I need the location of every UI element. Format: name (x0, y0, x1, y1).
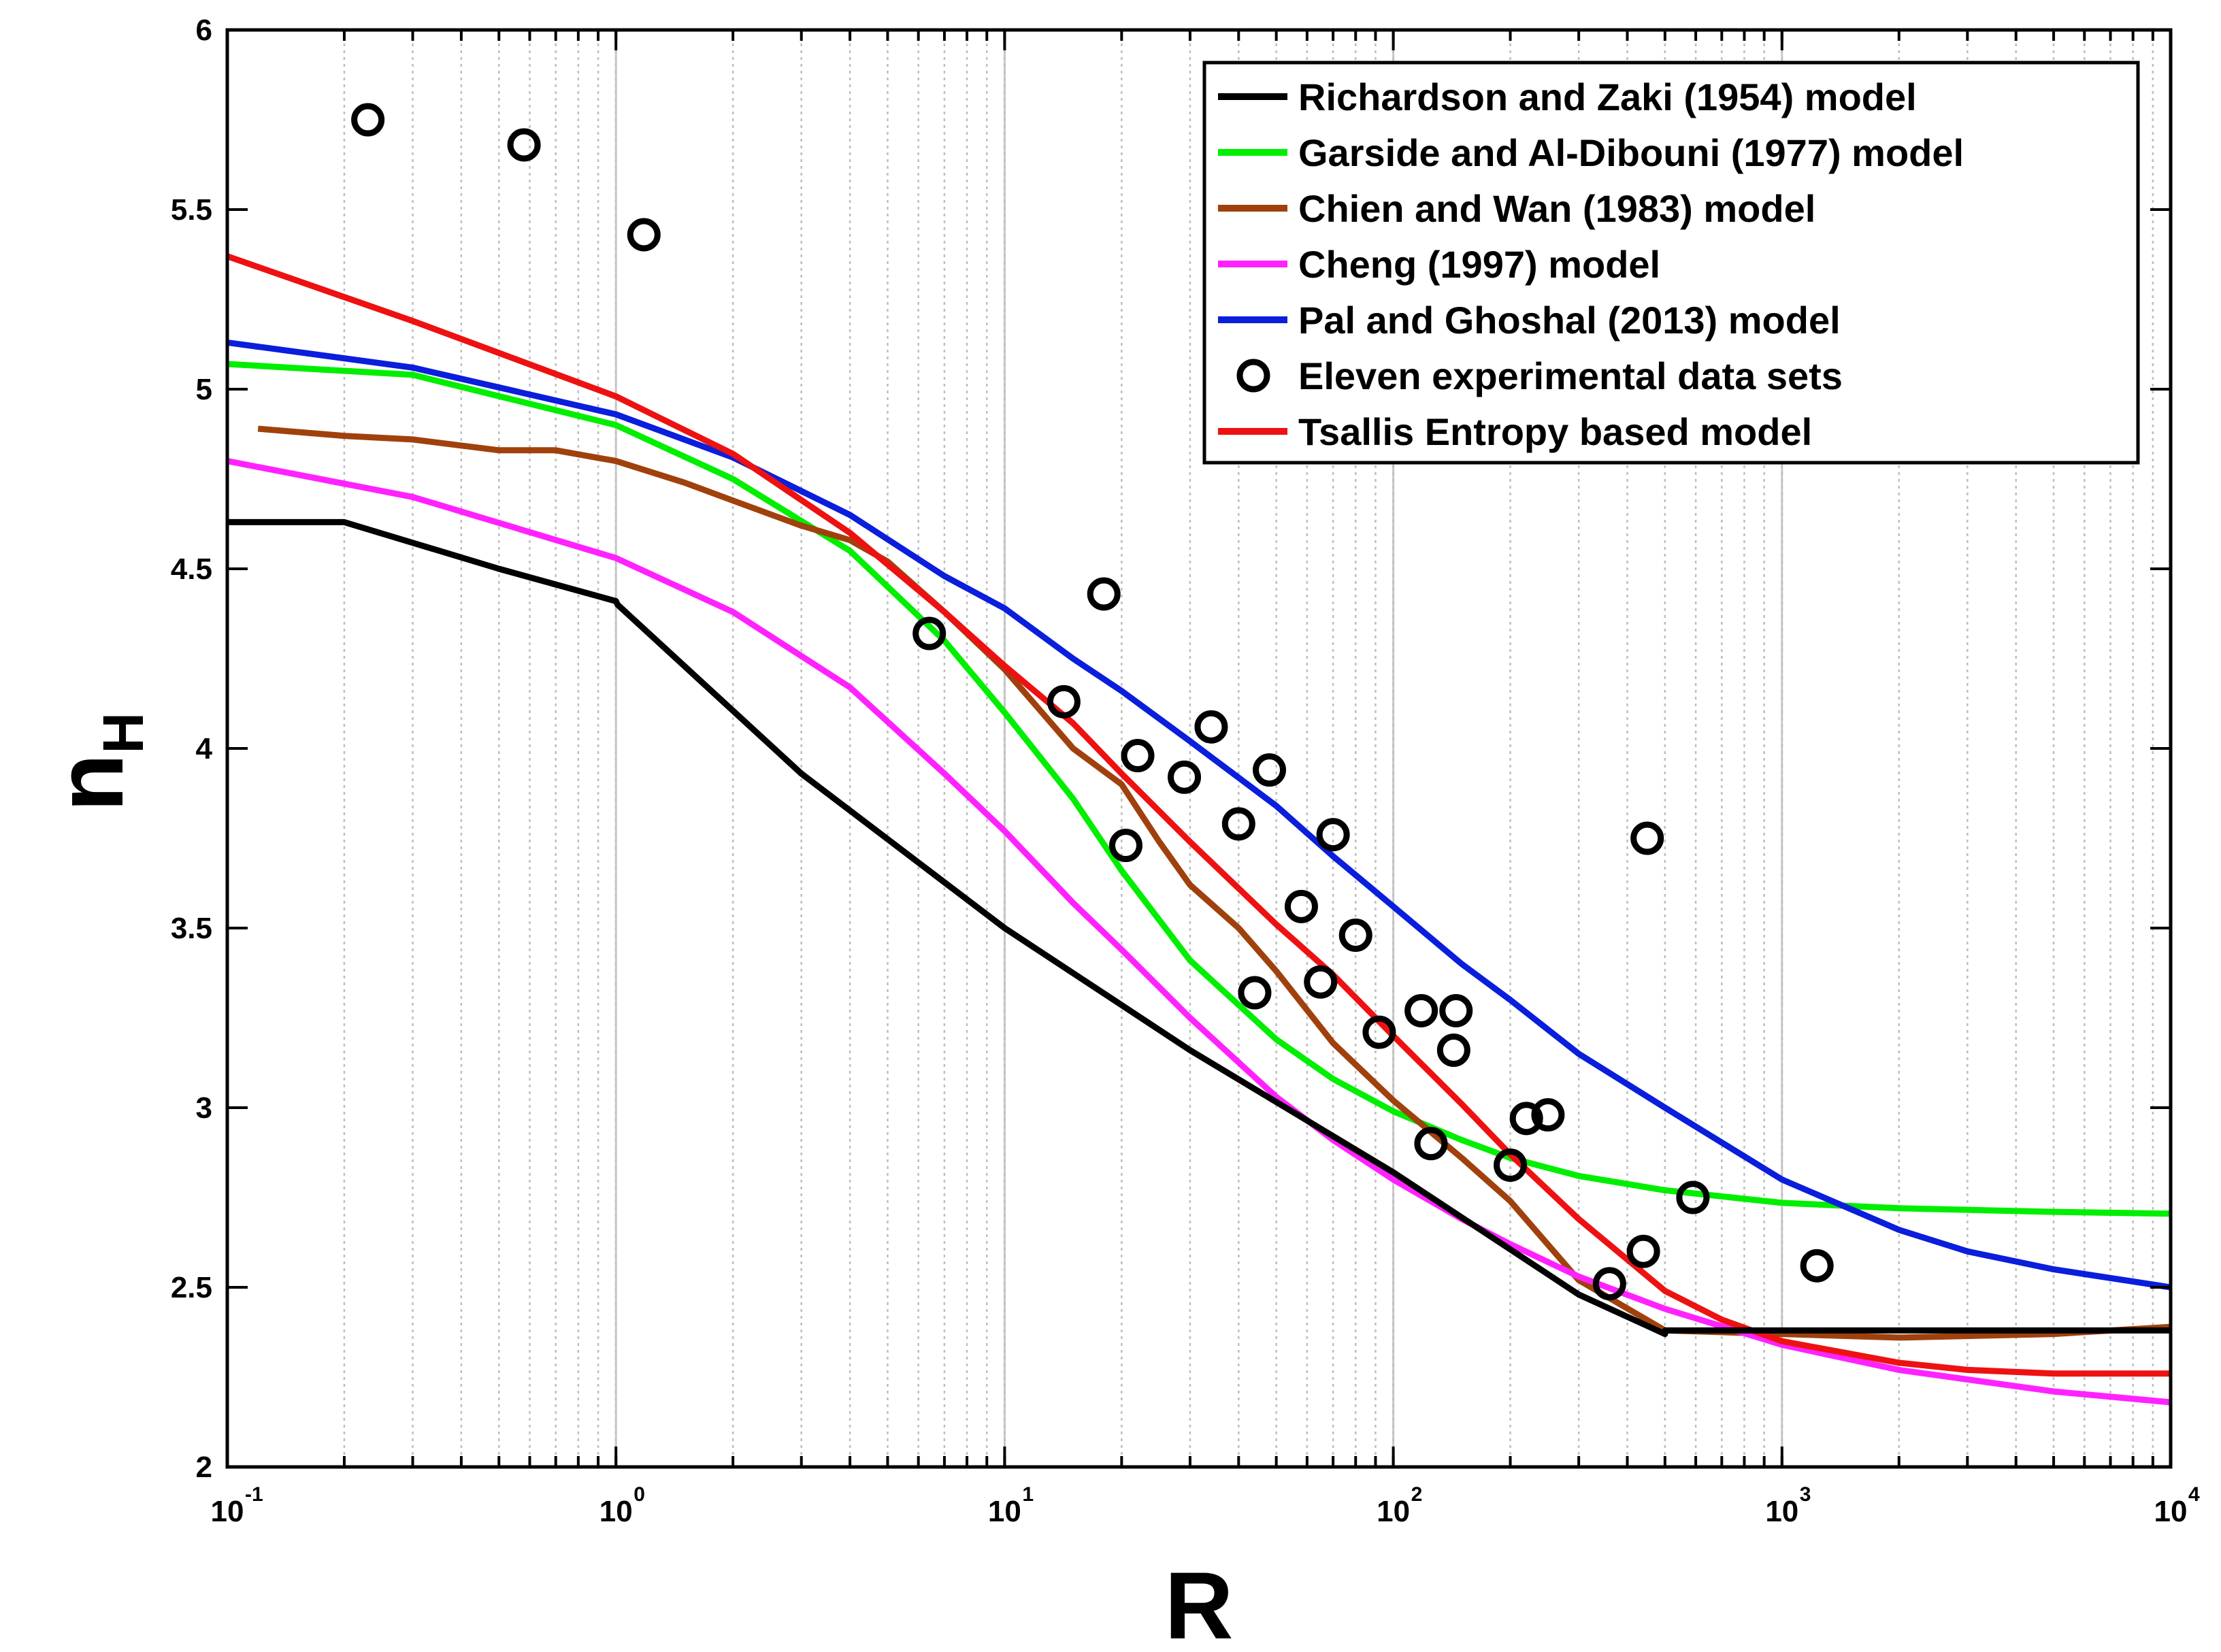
data-point (1253, 753, 1287, 787)
x-tick-label-base: 10 (599, 1495, 633, 1528)
marker-layer (351, 103, 1834, 1301)
x-tick-label-base: 10 (1765, 1495, 1798, 1528)
y-tick-label: 4 (196, 732, 213, 765)
data-point (1531, 1098, 1565, 1132)
x-tick-label-exponent: 4 (2188, 1483, 2200, 1506)
data-point (1121, 739, 1155, 773)
series-line-garside-and-al-dibouni-1977-model (227, 361, 2171, 1217)
x-tick-label: 100 (599, 1483, 645, 1528)
data-point (1676, 1180, 1710, 1215)
data-point (1436, 1034, 1470, 1068)
data-point (1047, 684, 1081, 718)
legend-label: Eleven experimental data sets (1298, 354, 1843, 397)
y-tick-label: 5 (196, 373, 212, 406)
legend-items: Richardson and Zaki (1954) model Garside … (1218, 76, 1964, 453)
svg-text:nH: nH (36, 712, 155, 812)
y-tick-labels: 2 2.5 3 3.5 4 4.5 5 5.5 6 (171, 14, 213, 1484)
x-axis-title: R (1164, 1552, 1233, 1652)
x-tick-label: 102 (1377, 1483, 1422, 1528)
legend-item: Tsallis Entropy based model (1218, 410, 1812, 453)
data-point (1316, 818, 1350, 852)
x-tick-label-base: 10 (988, 1495, 1021, 1528)
y-axis-title: nH (36, 712, 155, 812)
y-axis-title-main: n (36, 754, 143, 812)
data-point (507, 128, 541, 162)
legend-label: Chien and Wan (1983) model (1298, 187, 1815, 230)
x-tick-label-exponent: -1 (245, 1483, 263, 1506)
data-point (1304, 965, 1338, 999)
x-tick-label: 10-1 (211, 1483, 263, 1528)
y-tick-label: 3.5 (171, 912, 212, 945)
data-point (912, 616, 947, 650)
legend-label: Garside and Al-Dibouni (1977) model (1298, 131, 1964, 174)
data-point (351, 103, 385, 137)
legend-label: Richardson and Zaki (1954) model (1298, 76, 1917, 118)
legend-item: Pal and Ghoshal (2013) model (1218, 299, 1841, 342)
data-point (1194, 710, 1228, 744)
data-point (1284, 889, 1318, 923)
data-point (1630, 821, 1664, 855)
series-line-richardson-and-zaki-1954-model (227, 518, 2171, 1338)
x-tick-label-base: 10 (211, 1495, 244, 1528)
y-tick-label: 5.5 (171, 193, 212, 227)
legend-box (1202, 61, 2140, 465)
data-point (1221, 807, 1255, 841)
data-point (1168, 760, 1202, 794)
data-point (1494, 1148, 1528, 1182)
data-point (1626, 1234, 1660, 1268)
y-tick-label: 2.5 (171, 1271, 212, 1304)
legend-item: Cheng (1997) model (1218, 243, 1660, 286)
legend: Richardson and Zaki (1954) model Garside … (1202, 61, 2140, 465)
x-tick-label-exponent: 0 (634, 1483, 645, 1506)
legend-item: Garside and Al-Dibouni (1977) model (1218, 131, 1964, 174)
x-tick-label: 101 (988, 1483, 1034, 1528)
x-tick-label: 103 (1765, 1483, 1811, 1528)
y-tick-label: 4.5 (171, 552, 212, 586)
x-tick-label-exponent: 1 (1022, 1483, 1034, 1506)
series-line-pal-and-ghoshal-2013-model (227, 339, 2171, 1291)
data-point (1404, 993, 1438, 1027)
x-tick-label-exponent: 3 (1800, 1483, 1811, 1506)
data-point (1338, 919, 1372, 953)
y-tick-label: 2 (196, 1451, 212, 1484)
data-point (1108, 829, 1142, 863)
data-point (1439, 993, 1473, 1027)
data-point (1592, 1267, 1626, 1301)
data-point (1414, 1127, 1448, 1161)
x-tick-label-exponent: 2 (1411, 1483, 1423, 1506)
x-tick-label-base: 10 (2154, 1495, 2188, 1528)
data-point (1800, 1249, 1834, 1283)
legend-label: Tsallis Entropy based model (1298, 410, 1812, 453)
data-point (1509, 1102, 1543, 1136)
legend-item: Eleven experimental data sets (1236, 354, 1843, 397)
x-tick-label: 104 (2154, 1483, 2200, 1528)
data-point (627, 218, 661, 252)
legend-item: Chien and Wan (1983) model (1218, 187, 1815, 230)
data-point (1362, 1015, 1396, 1049)
legend-marker (1236, 359, 1270, 393)
legend-item: Richardson and Zaki (1954) model (1218, 76, 1917, 118)
legend-label: Pal and Ghoshal (2013) model (1298, 299, 1841, 342)
legend-label: Cheng (1997) model (1298, 243, 1660, 286)
y-axis-title-subscript: H (91, 712, 155, 754)
y-tick-label: 6 (196, 14, 212, 47)
data-point (1087, 577, 1121, 611)
x-tick-label-base: 10 (1377, 1495, 1410, 1528)
data-point (1238, 976, 1272, 1010)
y-tick-label: 3 (196, 1091, 212, 1125)
tick-layer (227, 29, 2171, 1468)
